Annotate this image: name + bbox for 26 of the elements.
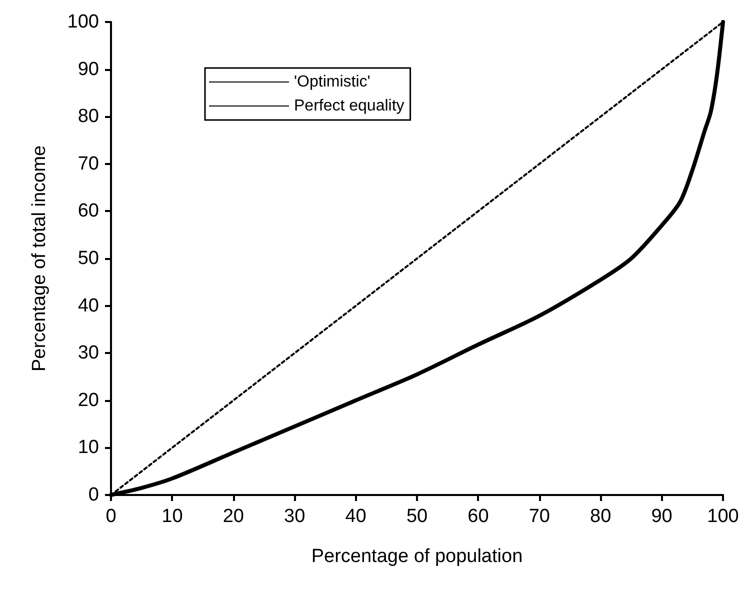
y-tick-label: 0 (88, 484, 99, 506)
y-axis-title: Percentage of total income (29, 145, 50, 372)
y-tick-label: 30 (78, 342, 99, 364)
legend-label: Perfect equality (294, 98, 404, 114)
x-tick-label: 10 (162, 506, 183, 527)
y-tick-label: 50 (78, 248, 99, 269)
x-axis-title: Percentage of population (311, 546, 523, 567)
x-tick-label: 100 (707, 506, 739, 527)
y-tick-label: 70 (78, 153, 99, 174)
legend-label: 'Optimistic' (294, 74, 370, 90)
x-tick-label: 60 (468, 506, 489, 527)
y-tick-label: 60 (78, 200, 99, 222)
y-tick-label: 100 (67, 12, 99, 32)
x-tick-label: 70 (528, 506, 550, 527)
y-tick-label: 10 (78, 437, 99, 458)
y-tick-label: 20 (78, 390, 99, 411)
y-tick-label: 40 (78, 295, 99, 316)
y-tick-label: 90 (78, 58, 99, 80)
x-tick-label: 30 (284, 506, 306, 527)
x-tick-label: 40 (345, 506, 366, 527)
x-tick-label: 80 (590, 506, 612, 527)
x-tick-label: 20 (222, 506, 244, 527)
x-tick-label: 0 (106, 506, 116, 527)
y-tick-label: 80 (78, 106, 99, 128)
x-tick-label: 90 (651, 506, 672, 527)
x-tick-label: 50 (406, 506, 428, 527)
